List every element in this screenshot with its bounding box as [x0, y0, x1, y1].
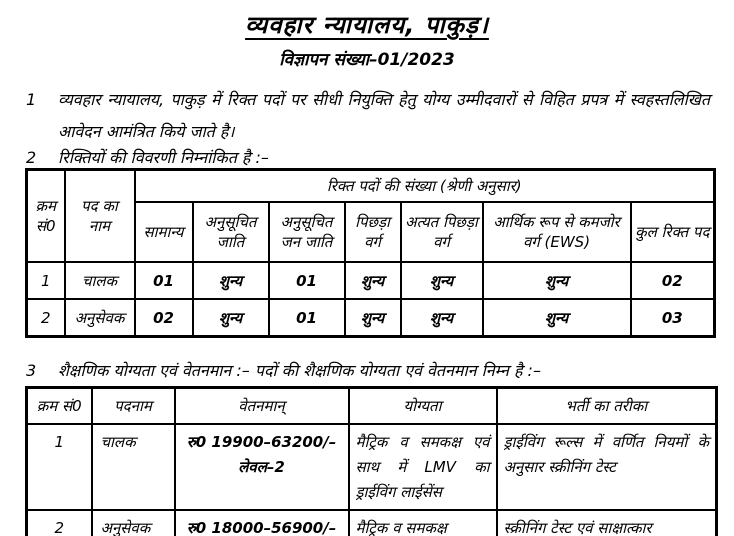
cell-sc: शुन्य [191, 261, 270, 300]
cell-sc: शुन्य [191, 298, 270, 338]
pay-scale-amount: रु0 18000–56900/– [186, 519, 337, 536]
cell-total: 02 [629, 261, 716, 300]
paragraph-1: 1 व्यवहार न्यायालय, पाकुड़ में रिक्त पदो… [0, 84, 734, 148]
cell-general: 02 [133, 298, 194, 338]
vacancy-row-peon: 2 अनुसेवक 02 शुन्य 01 शुन्य शुन्य शुन्य … [25, 298, 716, 338]
paragraph-2: 2 रिक्तियों की विवरणी निम्नांकित है :– [0, 148, 734, 168]
paragraph-3-number: 3 [26, 361, 37, 380]
paragraph-3-text: शैक्षणिक योग्यता एवं वेतनमान :– पदों की … [58, 361, 541, 380]
vacancy-table-header-row-2: सामान्य अनुसूचित जाति अनुसूचित जन जाति प… [27, 201, 716, 263]
header-vacancy-count-span: रिक्त पदों की संख्या (श्रेणी अनुसार) [133, 168, 716, 203]
cell-sno: 2 [25, 298, 66, 338]
paragraph-2-number: 2 [26, 148, 37, 167]
cell-sno: 2 [25, 509, 93, 536]
cell-qualification: मैट्रिक व समकक्ष [347, 509, 498, 536]
cell-general: 01 [133, 261, 194, 300]
qualification-row-peon: 2 अनुसेवक रु0 18000–56900/– लेवल–1 मैट्र… [25, 509, 718, 536]
header-backward-class: पिछड़ा वर्ग [343, 201, 402, 263]
cell-recruitment-method: स्क्रीनिंग टेस्ट एवं साक्षात्कार [495, 509, 718, 536]
header-serial-no: क्रम सं0 [25, 168, 66, 263]
qualification-row-driver: 1 चालक रु0 19900–63200/– लेवल–2 मैट्रिक … [25, 423, 718, 511]
vacancy-table-header-row-1: क्रम सं0 पद का नाम रिक्त पदों की संख्या … [25, 168, 716, 263]
page-title: व्यवहार न्यायालय, पाकुड़। [245, 11, 489, 39]
pay-scale-level: लेवल–2 [238, 458, 285, 476]
header-post-name: पदनाम [90, 386, 176, 425]
cell-st: 01 [267, 261, 346, 300]
vacancy-row-driver: 1 चालक 01 शुन्य 01 शुन्य शुन्य शुन्य 02 [25, 261, 716, 300]
vacancy-table: क्रम सं0 पद का नाम रिक्त पदों की संख्या … [25, 168, 717, 338]
cell-post: अनुसेवक [63, 298, 136, 338]
paragraph-1-number: 1 [26, 90, 37, 109]
paragraph-3: 3 शैक्षणिक योग्यता एवं वेतनमान :– पदों क… [0, 360, 734, 381]
cell-pay-scale: रु0 18000–56900/– लेवल–1 [173, 509, 350, 536]
cell-recruitment-method: ड्राईविंग रूल्स में वर्णित नियमों के अनु… [495, 423, 718, 511]
cell-total: 03 [629, 298, 716, 338]
paragraph-2-text: रिक्तियों की विवरणी निम्नांकित है :– [58, 148, 269, 167]
header-serial-no: क्रम सं0 [25, 386, 93, 425]
header-extremely-backward-class: अत्यत पिछड़ा वर्ग [399, 201, 484, 263]
cell-ews: शुन्य [481, 261, 632, 300]
header-pay-scale: वेतनमान् [173, 386, 350, 425]
cell-ebc: शुन्य [399, 298, 484, 338]
qualification-table: क्रम सं0 पदनाम वेतनमान् योग्यता भर्ती का… [25, 386, 718, 536]
cell-post: चालक [63, 261, 136, 300]
header-recruitment-method: भर्ती का तरीका [495, 386, 718, 425]
cell-ebc: शुन्य [399, 261, 484, 300]
header-post-name: पद का नाम [63, 168, 136, 263]
cell-qualification: मैट्रिक व समकक्ष एवं साथ में LMV का ड्रा… [347, 423, 498, 511]
cell-ews: शुन्य [481, 298, 632, 338]
cell-sno: 1 [25, 261, 66, 300]
cell-bc: शुन्य [343, 261, 402, 300]
header-scheduled-tribe: अनुसूचित जन जाति [267, 201, 346, 263]
header-ews: आर्थिक रूप से कमजोर वर्ग (EWS) [481, 201, 632, 263]
header-total-vacancy: कुल रिक्त पद [629, 201, 716, 263]
cell-bc: शुन्य [343, 298, 402, 338]
pay-scale-amount: रु0 19900–63200/– [186, 433, 337, 451]
cell-post: चालक [90, 423, 176, 511]
header-scheduled-caste: अनुसूचित जाति [191, 201, 270, 263]
header-qualification: योग्यता [347, 386, 498, 425]
cell-st: 01 [267, 298, 346, 338]
header-general: सामान्य [133, 201, 194, 263]
cell-post: अनुसेवक [90, 509, 176, 536]
cell-pay-scale: रु0 19900–63200/– लेवल–2 [173, 423, 350, 511]
document-header: व्यवहार न्यायालय, पाकुड़। विज्ञापन संख्य… [0, 8, 734, 70]
cell-sno: 1 [25, 423, 93, 511]
qualification-table-header-row: क्रम सं0 पदनाम वेतनमान् योग्यता भर्ती का… [25, 386, 718, 425]
advertisement-number: विज्ञापन संख्या–01/2023 [279, 50, 455, 70]
paragraph-1-text: व्यवहार न्यायालय, पाकुड़ में रिक्त पदों … [58, 90, 710, 141]
